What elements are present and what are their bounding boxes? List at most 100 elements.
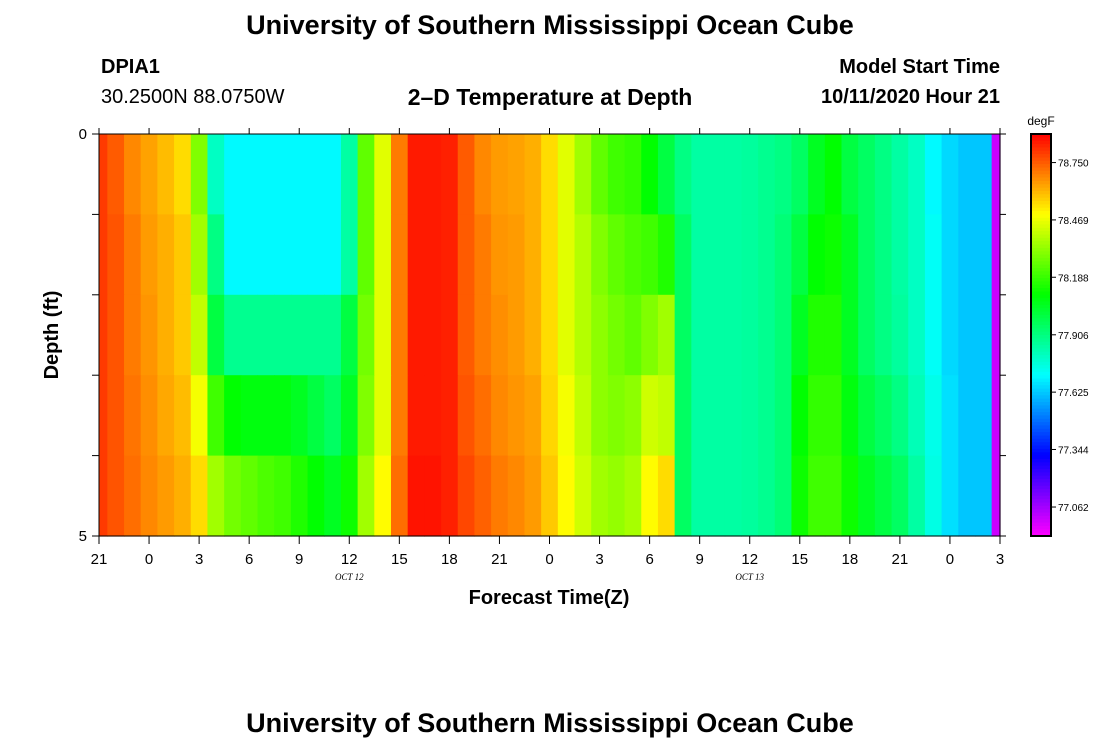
colorbar-segment bbox=[1031, 371, 1051, 376]
heatmap-cell bbox=[190, 455, 209, 537]
heatmap-cell bbox=[774, 294, 793, 376]
heatmap-cell bbox=[324, 294, 342, 376]
heatmap-cell bbox=[474, 375, 492, 457]
heatmap-cell bbox=[557, 375, 576, 457]
heatmap-cell bbox=[491, 134, 509, 215]
heatmap-cell bbox=[107, 375, 125, 457]
x-tick-label: 0 bbox=[545, 551, 553, 568]
heatmap-cell bbox=[557, 134, 576, 215]
colorbar-segment bbox=[1031, 264, 1051, 269]
heatmap-cell bbox=[107, 134, 125, 215]
heatmap-cell bbox=[591, 214, 609, 296]
page-title: University of Southern Mississippi Ocean… bbox=[246, 10, 854, 40]
colorbar-segment bbox=[1031, 435, 1051, 440]
heatmap-cell bbox=[541, 134, 559, 215]
colorbar-segment bbox=[1031, 432, 1051, 437]
colorbar-segment bbox=[1031, 485, 1051, 490]
colorbar-segment bbox=[1031, 278, 1051, 282]
heatmap-cell bbox=[157, 134, 175, 215]
colorbar-segment bbox=[1031, 452, 1051, 457]
heatmap-cell bbox=[174, 375, 192, 457]
heatmap-cell bbox=[541, 455, 559, 537]
heatmap-cell bbox=[207, 134, 225, 215]
colorbar-segment bbox=[1031, 375, 1051, 380]
colorbar-segment bbox=[1031, 438, 1051, 443]
heatmap-cell bbox=[107, 455, 125, 537]
colorbar: degF 78.750 78.469 78.188 77.906 77.625 77.344… bbox=[1027, 114, 1089, 537]
heatmap-cell bbox=[724, 214, 742, 296]
colorbar-label: 78.188 bbox=[1058, 273, 1089, 284]
colorbar-label: 77.062 bbox=[1058, 503, 1089, 514]
colorbar-segment bbox=[1031, 519, 1051, 524]
colorbar-segment bbox=[1031, 244, 1051, 249]
heatmap-cell bbox=[207, 375, 225, 457]
heatmap-cell bbox=[791, 455, 809, 537]
heatmap-cell bbox=[374, 455, 392, 537]
heatmap-cell bbox=[157, 294, 175, 376]
heatmap-cell bbox=[691, 134, 709, 215]
heatmap-cell bbox=[524, 375, 542, 457]
colorbar-segment bbox=[1031, 204, 1051, 209]
heatmap-cell bbox=[390, 375, 409, 457]
heatmap-cell bbox=[457, 134, 476, 215]
heatmap-cell bbox=[240, 455, 259, 537]
heatmap-cell bbox=[524, 134, 542, 215]
heatmap-cell bbox=[174, 294, 192, 376]
colorbar-segment bbox=[1031, 231, 1051, 236]
heatmap-cell bbox=[307, 134, 325, 215]
heatmap-cell bbox=[240, 214, 259, 296]
heatmap-cell bbox=[491, 214, 509, 296]
heatmap-cell bbox=[257, 455, 275, 537]
colorbar-segment bbox=[1031, 214, 1051, 219]
heatmap-cell bbox=[124, 294, 142, 376]
heatmap-cell bbox=[407, 375, 425, 457]
x-tick-label: 3 bbox=[195, 551, 203, 568]
heatmap-cell bbox=[407, 214, 425, 296]
colorbar-segment bbox=[1031, 201, 1051, 205]
station-coordinates: 30.2500N 88.0750W bbox=[101, 86, 285, 108]
colorbar-segment bbox=[1031, 391, 1051, 396]
colorbar-segment bbox=[1031, 418, 1051, 423]
colorbar-segment bbox=[1031, 335, 1051, 339]
heatmap-cell bbox=[407, 455, 425, 537]
heatmap-cell bbox=[824, 455, 843, 537]
heatmap-cell bbox=[974, 375, 993, 457]
heatmap-cell bbox=[874, 294, 893, 376]
colorbar-segment bbox=[1031, 177, 1051, 182]
heatmap-cell bbox=[474, 214, 492, 296]
heatmap-cell bbox=[574, 134, 592, 215]
heatmap-cell bbox=[858, 375, 876, 457]
colorbar-segment bbox=[1031, 361, 1051, 366]
heatmap-cell bbox=[641, 455, 659, 537]
colorbar-segment bbox=[1031, 415, 1051, 420]
heatmap-cell bbox=[674, 455, 692, 537]
heatmap-cell bbox=[457, 214, 476, 296]
heatmap-cell bbox=[791, 214, 809, 296]
heatmap-cell bbox=[741, 375, 759, 457]
colorbar-segment bbox=[1031, 174, 1051, 179]
heatmap-cell bbox=[107, 294, 125, 376]
heatmap-cell bbox=[808, 294, 826, 376]
heatmap-cell bbox=[708, 294, 726, 376]
heatmap-cell bbox=[424, 214, 442, 296]
colorbar-segment bbox=[1031, 395, 1051, 400]
heatmap-cell bbox=[774, 134, 793, 215]
heatmap-cell bbox=[791, 134, 809, 215]
heatmap-cell bbox=[357, 455, 375, 537]
colorbar-segment bbox=[1031, 381, 1051, 386]
heatmap-cell bbox=[407, 294, 425, 376]
heatmap-cell bbox=[657, 134, 676, 215]
heatmap-cell bbox=[207, 294, 225, 376]
heatmap-cell bbox=[574, 375, 592, 457]
heatmap-cells bbox=[99, 134, 1001, 537]
heatmap-cell bbox=[174, 214, 192, 296]
x-tick-label: 15 bbox=[791, 551, 808, 568]
heatmap-cell bbox=[507, 214, 526, 296]
heatmap-cell bbox=[874, 134, 893, 215]
heatmap-cell bbox=[274, 375, 292, 457]
heatmap-cell bbox=[958, 214, 976, 296]
colorbar-segment bbox=[1031, 448, 1051, 453]
colorbar-segment bbox=[1031, 197, 1051, 202]
heatmap-cell bbox=[908, 214, 926, 296]
